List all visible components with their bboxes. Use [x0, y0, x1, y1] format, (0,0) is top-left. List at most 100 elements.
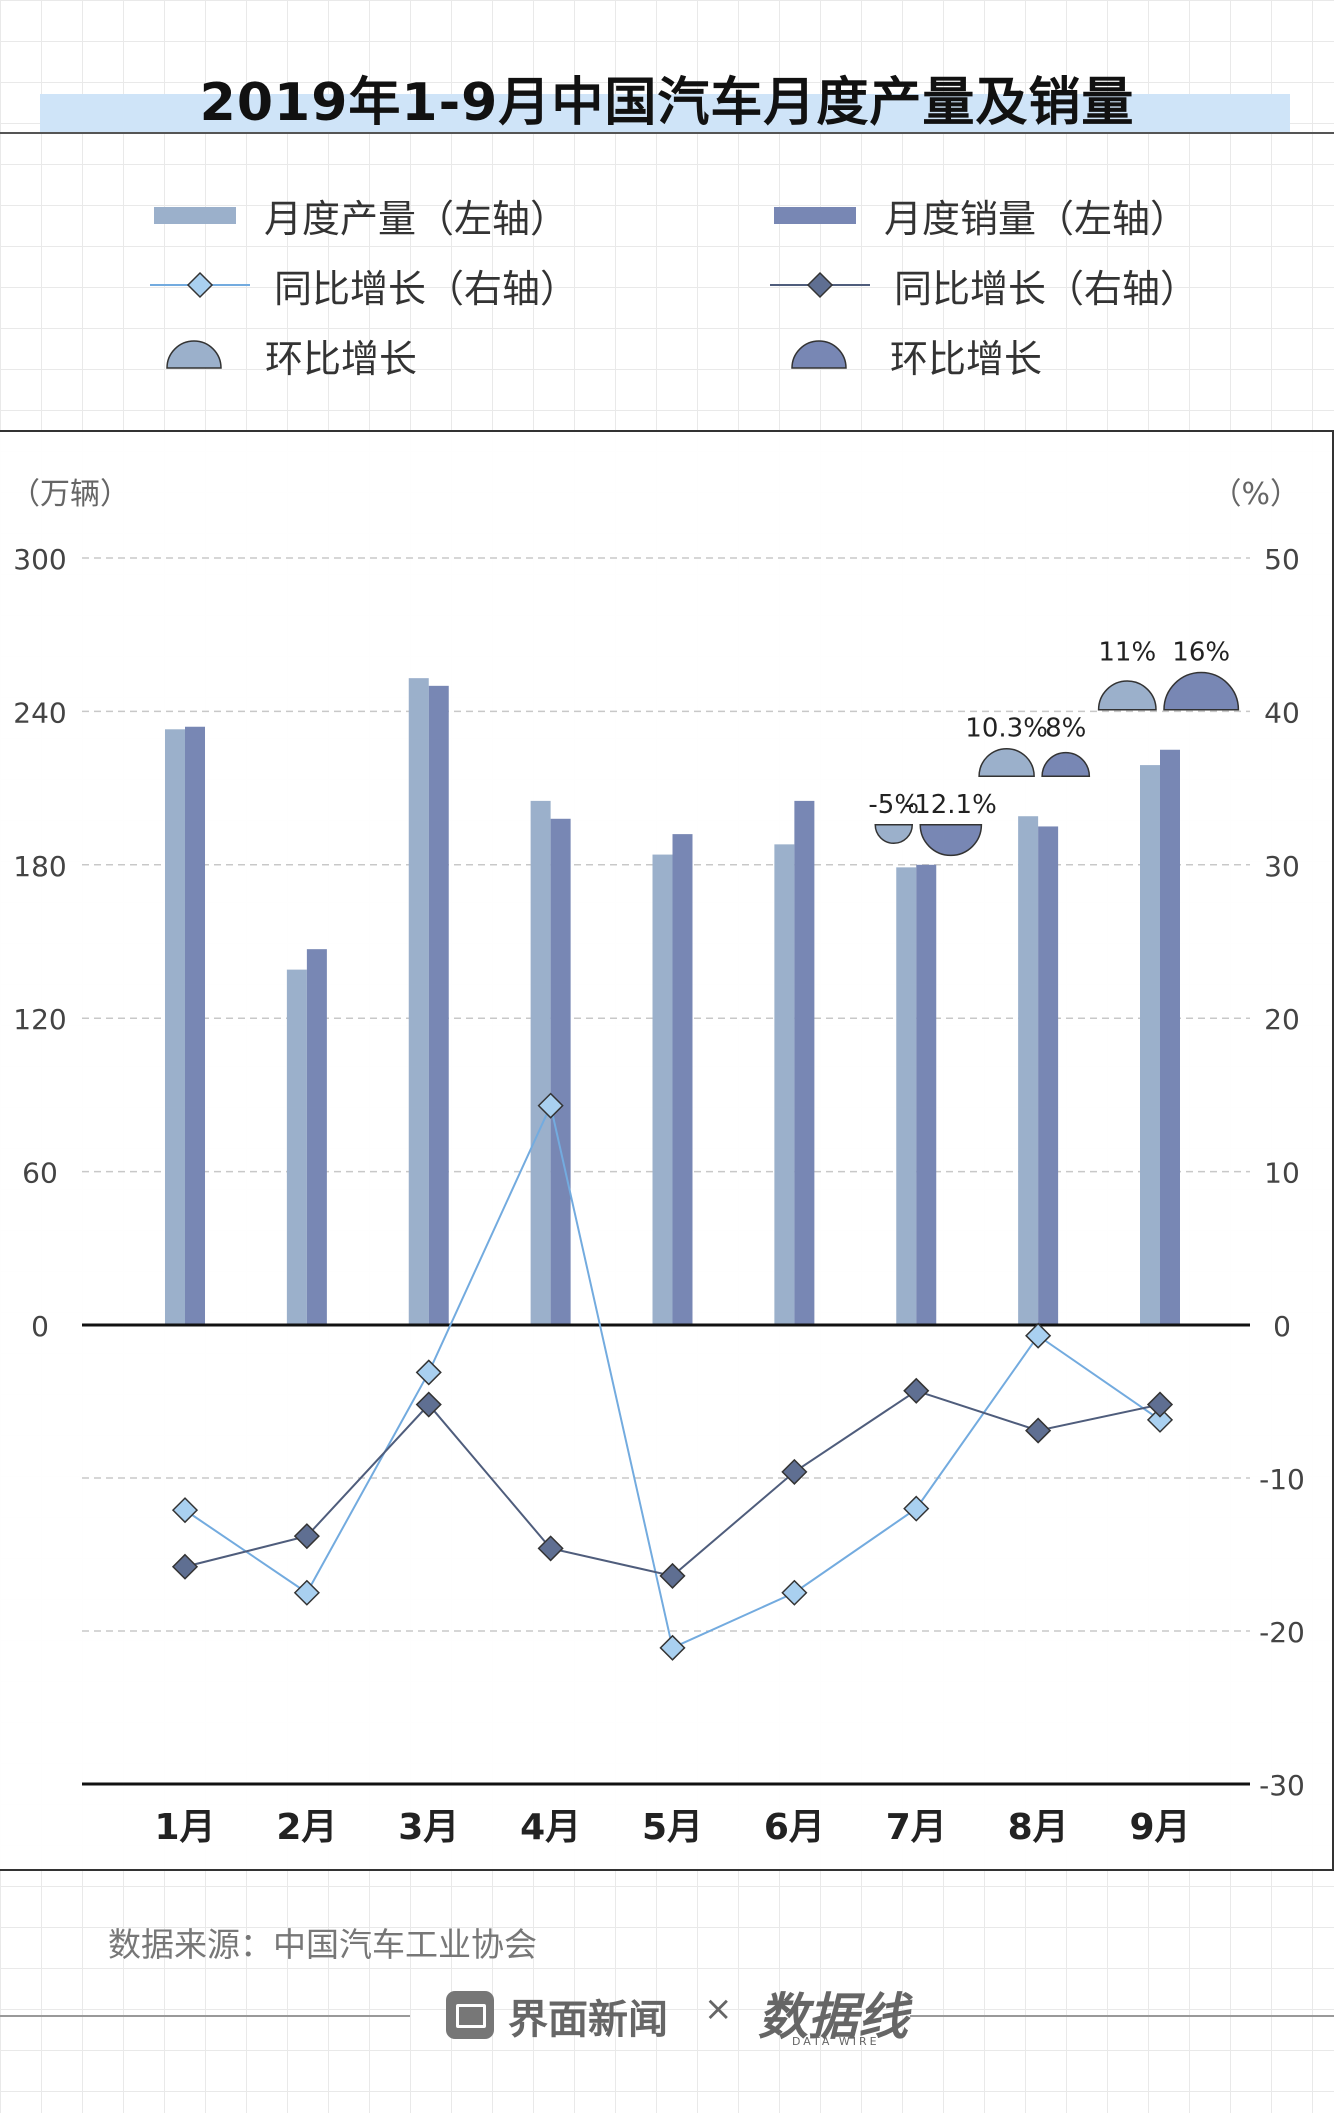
- sales-yoy-marker: [171, 1553, 199, 1580]
- legend-label-sales-yoy: 同比增长（右轴）: [894, 266, 1199, 311]
- legend-item-prod-mom: 环比增长: [165, 325, 417, 385]
- right-tick-label: 50: [1264, 543, 1300, 576]
- footer-times: ×: [704, 1989, 733, 2029]
- sales-yoy-marker: [903, 1377, 930, 1404]
- sales-mom-semicircle: [1163, 671, 1240, 711]
- chart-panel: （万辆） （%） 300 240 180 120 60 0 50 40 30 20 10 0 -10 -20 -…: [0, 430, 1334, 1871]
- production-yoy-marker: [415, 1359, 442, 1386]
- chart-title: 2019年1-9月中国汽车月度产量及销量: [199, 73, 1135, 133]
- production-bar: [652, 854, 673, 1325]
- footer-partner: 数据线: [758, 1988, 908, 2046]
- sales-mom-label: -12.1%: [905, 790, 997, 820]
- production-bar: [1140, 765, 1160, 1325]
- legend-label-sales: 月度销量（左轴）: [884, 196, 1189, 241]
- sales-bar: [306, 949, 327, 1325]
- legend-label-prod-mom: 环比增长: [265, 336, 418, 381]
- sales-mom-semicircle: [919, 824, 983, 857]
- right-tick-label: 10: [1264, 1157, 1300, 1190]
- production-mom-semicircle: [874, 824, 914, 844]
- sales-yoy-marker: [537, 1535, 564, 1562]
- sales-bar: [428, 685, 449, 1325]
- x-tick-label: 6月: [764, 1807, 825, 1848]
- legend-swatch-production: [154, 207, 236, 224]
- production-bar: [408, 678, 429, 1325]
- sales-yoy-marker: [1146, 1391, 1174, 1418]
- x-tick-label: 2月: [276, 1807, 337, 1848]
- left-tick-label: 0: [31, 1310, 49, 1343]
- right-tick-label: 40: [1264, 696, 1300, 729]
- right-tick-label: 20: [1264, 1003, 1300, 1036]
- production-yoy-marker: [537, 1092, 564, 1119]
- production-yoy-marker: [659, 1634, 686, 1661]
- legend-label-production: 月度产量（左轴）: [264, 196, 569, 241]
- title-band: [40, 94, 1290, 132]
- production-yoy-marker: [1025, 1322, 1052, 1349]
- x-tick-label: 7月: [886, 1807, 947, 1848]
- left-tick-label: 60: [22, 1157, 58, 1190]
- legend-swatch-sales-yoy: [770, 271, 870, 299]
- footer: 界面新闻 × 数据线 DATA WIRE: [0, 1975, 1334, 2055]
- x-tick-label: 5月: [642, 1807, 703, 1848]
- production-mom-label: 10.3%: [965, 714, 1048, 744]
- jiemian-logo-icon: [446, 1991, 494, 2039]
- sales-bar: [916, 864, 937, 1325]
- legend-swatch-sales-mom: [791, 340, 847, 369]
- sales-mom-label: 8%: [1045, 714, 1086, 744]
- production-mom-semicircle: [978, 747, 1035, 777]
- sales-mom-semicircle: [1041, 752, 1091, 777]
- left-tick-label: 180: [13, 850, 66, 883]
- production-bar: [1018, 816, 1039, 1325]
- legend-item-prod-yoy: 同比增长（右轴）: [150, 255, 578, 315]
- production-mom-label: -5%: [868, 790, 919, 820]
- right-tick-label: 30: [1264, 850, 1300, 883]
- sales-bar: [185, 726, 205, 1325]
- legend: 月度产量（左轴） 月度销量（左轴） 同比增长（右轴） 同比增长（右轴） 环比增长…: [0, 175, 1334, 425]
- title-area: 2019年1-9月中国汽车月度产量及销量: [0, 60, 1334, 140]
- legend-item-sales-yoy: 同比增长（右轴）: [770, 255, 1198, 315]
- production-bar: [286, 969, 307, 1325]
- production-yoy-marker: [293, 1579, 320, 1606]
- production-mom-label: 11%: [1098, 638, 1156, 668]
- legend-swatch-prod-mom: [166, 340, 222, 369]
- right-tick-label: 0: [1273, 1310, 1291, 1343]
- production-bar: [530, 800, 551, 1325]
- x-tick-label: 4月: [520, 1807, 581, 1848]
- footer-line-right: [910, 2015, 1334, 2017]
- x-tick-label: 3月: [398, 1807, 459, 1848]
- legend-item-sales-mom: 环比增长: [790, 325, 1042, 385]
- sales-yoy-marker: [293, 1523, 320, 1550]
- right-tick-label: -10: [1259, 1463, 1305, 1496]
- legend-label-prod-yoy: 同比增长（右轴）: [274, 266, 579, 311]
- production-yoy-marker: [903, 1495, 930, 1522]
- chart-svg: （万辆） （%） 300 240 180 120 60 0 50 40 30 20 10 0 -10 -20 -…: [10, 477, 1305, 1848]
- footer-line-left: [0, 2015, 410, 2017]
- legend-label-sales-mom: 环比增长: [890, 336, 1043, 381]
- right-tick-label: -30: [1259, 1769, 1305, 1802]
- x-tick-label: 1月: [154, 1807, 215, 1848]
- production-mom-semicircle: [1097, 680, 1157, 711]
- sales-yoy-marker: [415, 1391, 442, 1418]
- legend-swatch-prod-yoy: [150, 271, 250, 299]
- legend-swatch-sales: [774, 207, 856, 224]
- sales-bar: [794, 800, 815, 1325]
- source-note: 数据来源：中国汽车工业协会: [108, 1925, 537, 1964]
- footer-brand: 界面新闻: [508, 1997, 668, 2043]
- left-tick-label: 300: [13, 543, 66, 576]
- left-axis-unit: （万辆）: [10, 477, 130, 512]
- production-yoy-marker: [1146, 1406, 1174, 1433]
- sales-mom-label: 16%: [1172, 638, 1230, 668]
- sales-yoy-marker: [781, 1458, 808, 1485]
- left-tick-label: 240: [13, 696, 66, 729]
- x-tick-label: 9月: [1129, 1807, 1190, 1848]
- right-tick-label: -20: [1259, 1616, 1305, 1649]
- production-bar: [896, 867, 917, 1325]
- production-yoy-marker: [781, 1579, 808, 1606]
- production-yoy-marker: [171, 1497, 199, 1524]
- footer-partner-sub: DATA WIRE: [792, 2035, 880, 2048]
- sales-bar: [672, 834, 693, 1325]
- sales-bar: [1160, 749, 1180, 1325]
- production-bar: [165, 729, 185, 1325]
- sales-yoy-marker: [659, 1562, 686, 1589]
- sales-yoy-marker: [1025, 1417, 1052, 1444]
- production-bar: [774, 844, 795, 1325]
